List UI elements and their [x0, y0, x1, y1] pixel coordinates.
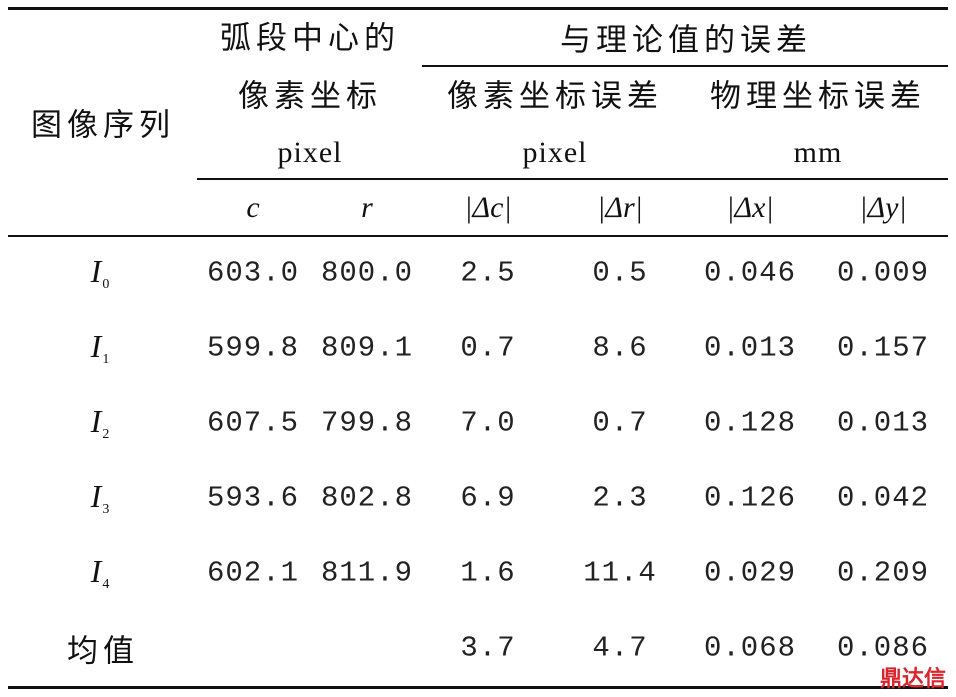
cell: 0.086 [836, 631, 930, 665]
header-rule [8, 235, 948, 237]
symbol: I [90, 253, 102, 289]
sub-header: |Δr| [597, 191, 643, 224]
mean-label: 均值 [67, 633, 139, 670]
unit: pixel [522, 136, 588, 169]
unit: pixel [277, 136, 343, 169]
cell: 2.3 [592, 481, 648, 515]
symbol: I [90, 553, 102, 589]
unit: mm [793, 136, 843, 169]
cell: 802.8 [320, 481, 414, 515]
cell: 602.1 [206, 556, 300, 590]
row-label-header: 图像序列 [31, 107, 175, 144]
cell: 0.7 [460, 331, 516, 365]
subscript: 4 [102, 577, 110, 592]
cell: 0.042 [836, 481, 930, 515]
cell: 0.128 [703, 406, 797, 440]
cell: 0.046 [703, 256, 797, 290]
header: 像素坐标 [238, 78, 382, 115]
sub-header: |Δx| [726, 191, 774, 224]
sub-header: r [361, 191, 373, 224]
row-symbol: I3 [91, 478, 110, 518]
cell: 0.013 [836, 406, 930, 440]
cell: 8.6 [592, 331, 648, 365]
watermark: 鼎达信 [879, 667, 946, 692]
cell: 0.013 [703, 331, 797, 365]
cell: 1.6 [460, 556, 516, 590]
cell: 0.029 [703, 556, 797, 590]
sub-header: c [246, 191, 260, 224]
cell: 809.1 [320, 331, 414, 365]
subscript: 2 [102, 427, 110, 442]
header: 像素坐标误差 [447, 78, 663, 115]
row-symbol: I0 [91, 253, 110, 293]
cell: 599.8 [206, 331, 300, 365]
cell: 593.6 [206, 481, 300, 515]
row-symbol: I4 [91, 553, 110, 593]
cell: 4.7 [592, 631, 648, 665]
cell: 0.7 [592, 406, 648, 440]
cell: 603.0 [206, 256, 300, 290]
top-rule [8, 7, 948, 10]
cell: 3.7 [460, 631, 516, 665]
cell: 0.009 [836, 256, 930, 290]
header: 弧段中心的 [220, 20, 400, 57]
subscript: 1 [102, 352, 110, 367]
sub-header: |Δy| [859, 191, 907, 224]
cell: 7.0 [460, 406, 516, 440]
cell: 811.9 [320, 556, 414, 590]
cell: 11.4 [583, 556, 657, 590]
cell: 0.126 [703, 481, 797, 515]
header: 与理论值的误差 [560, 22, 812, 59]
bottom-rule [8, 686, 948, 689]
sub-header: |Δc| [464, 191, 512, 224]
subscript: 0 [102, 277, 110, 292]
subscript: 3 [102, 502, 110, 517]
symbol: I [90, 328, 102, 364]
row-symbol: I1 [91, 328, 110, 368]
row-symbol: I2 [91, 403, 110, 443]
cell: 799.8 [320, 406, 414, 440]
cell: 0.209 [836, 556, 930, 590]
cell: 0.157 [836, 331, 930, 365]
symbol: I [90, 478, 102, 514]
unit-rule [197, 178, 948, 180]
cell: 0.068 [703, 631, 797, 665]
header: 物理坐标误差 [710, 78, 926, 115]
cell: 0.5 [592, 256, 648, 290]
cell: 6.9 [460, 481, 516, 515]
cell: 2.5 [460, 256, 516, 290]
cell: 607.5 [206, 406, 300, 440]
symbol: I [90, 403, 102, 439]
group-rule [422, 65, 948, 67]
cell: 800.0 [320, 256, 414, 290]
